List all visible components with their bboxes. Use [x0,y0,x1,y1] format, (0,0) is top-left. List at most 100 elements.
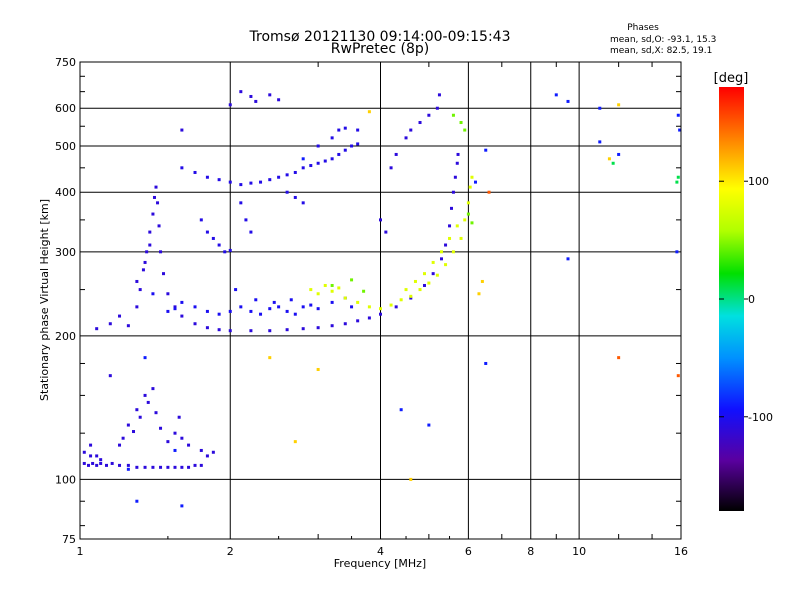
data-point [367,110,371,114]
data-point [409,296,413,300]
data-point [108,374,112,378]
data-point [330,136,334,140]
data-point [316,307,320,311]
data-point [343,126,347,130]
data-point [151,292,155,296]
data-point [268,178,272,182]
data-point [228,248,232,252]
data-point [611,161,615,165]
plot-frame [79,61,682,540]
data-point [254,99,258,103]
data-point [607,157,611,161]
data-point [367,316,371,320]
data-point [394,152,398,156]
data-point [166,465,170,469]
data-point [343,322,347,326]
data-point [89,443,93,447]
data-point [356,319,360,323]
data-point [399,408,403,412]
data-point [437,93,441,97]
data-point [162,272,166,276]
data-point [239,183,243,187]
data-point [675,180,679,184]
colorbar-ticks: 100 0 -100 [719,175,773,424]
data-point [151,387,155,391]
data-point [451,113,455,117]
data-point [675,250,679,254]
data-point [413,279,417,283]
data-point [676,374,680,378]
data-point [152,195,156,199]
data-point [301,157,305,161]
data-point [343,148,347,152]
data-point [459,236,463,240]
data-point [285,328,289,332]
data-point [289,298,293,302]
colorbar-tick-label: -100 [748,411,773,424]
data-point [259,180,263,184]
data-point [598,140,602,144]
data-point [193,170,197,174]
data-point [435,273,439,277]
data-point [448,236,452,240]
data-point [440,257,444,261]
data-point [87,463,91,467]
data-point [422,272,426,276]
data-point [350,144,354,148]
data-point [435,106,439,110]
data-point [617,356,621,360]
data-point [228,309,232,313]
data-point [676,175,680,179]
data-point [309,303,313,307]
data-point [156,201,160,205]
data-point [145,250,149,254]
x-tick-labels: 1 2 4 6 8 10 16 [77,545,689,558]
data-point [277,305,281,309]
data-point [99,458,103,462]
data-point [217,312,221,316]
y-tick-label: 400 [55,186,76,199]
data-point [180,465,184,469]
data-point [180,128,184,132]
data-point [268,329,272,333]
data-point [356,142,360,146]
data-point [487,190,491,194]
data-point [154,185,158,189]
data-point [484,361,488,365]
data-point [350,278,354,282]
data-point [350,305,354,309]
data-point [135,408,139,412]
data-point [399,298,403,302]
data-point [272,300,276,304]
data-point [148,243,152,247]
data-point [268,93,272,97]
stats-line-x: mean, sd,X: 82.5, 19.1 [610,46,712,56]
data-point [389,303,393,307]
data-point [431,260,435,264]
data-point [223,250,227,254]
data-point [484,148,488,152]
data-point [99,461,103,465]
data-point [154,411,158,415]
data-point [427,281,431,285]
data-point [566,257,570,261]
data-point [187,465,191,469]
data-point [121,436,125,440]
data-point [316,161,320,165]
data-point [343,296,347,300]
data-point [159,250,163,254]
data-point [95,327,99,331]
data-point [205,309,209,313]
data-point [301,327,305,331]
data-point [205,454,209,458]
data-point [379,218,382,222]
data-point [193,305,197,309]
x-axis-label: Frequency [MHz] [334,557,426,570]
data-point [337,128,341,132]
data-point [211,450,215,454]
data-point [249,230,253,234]
data-point [394,305,398,309]
data-point [259,312,263,316]
data-point [277,98,281,102]
data-point [676,113,680,117]
